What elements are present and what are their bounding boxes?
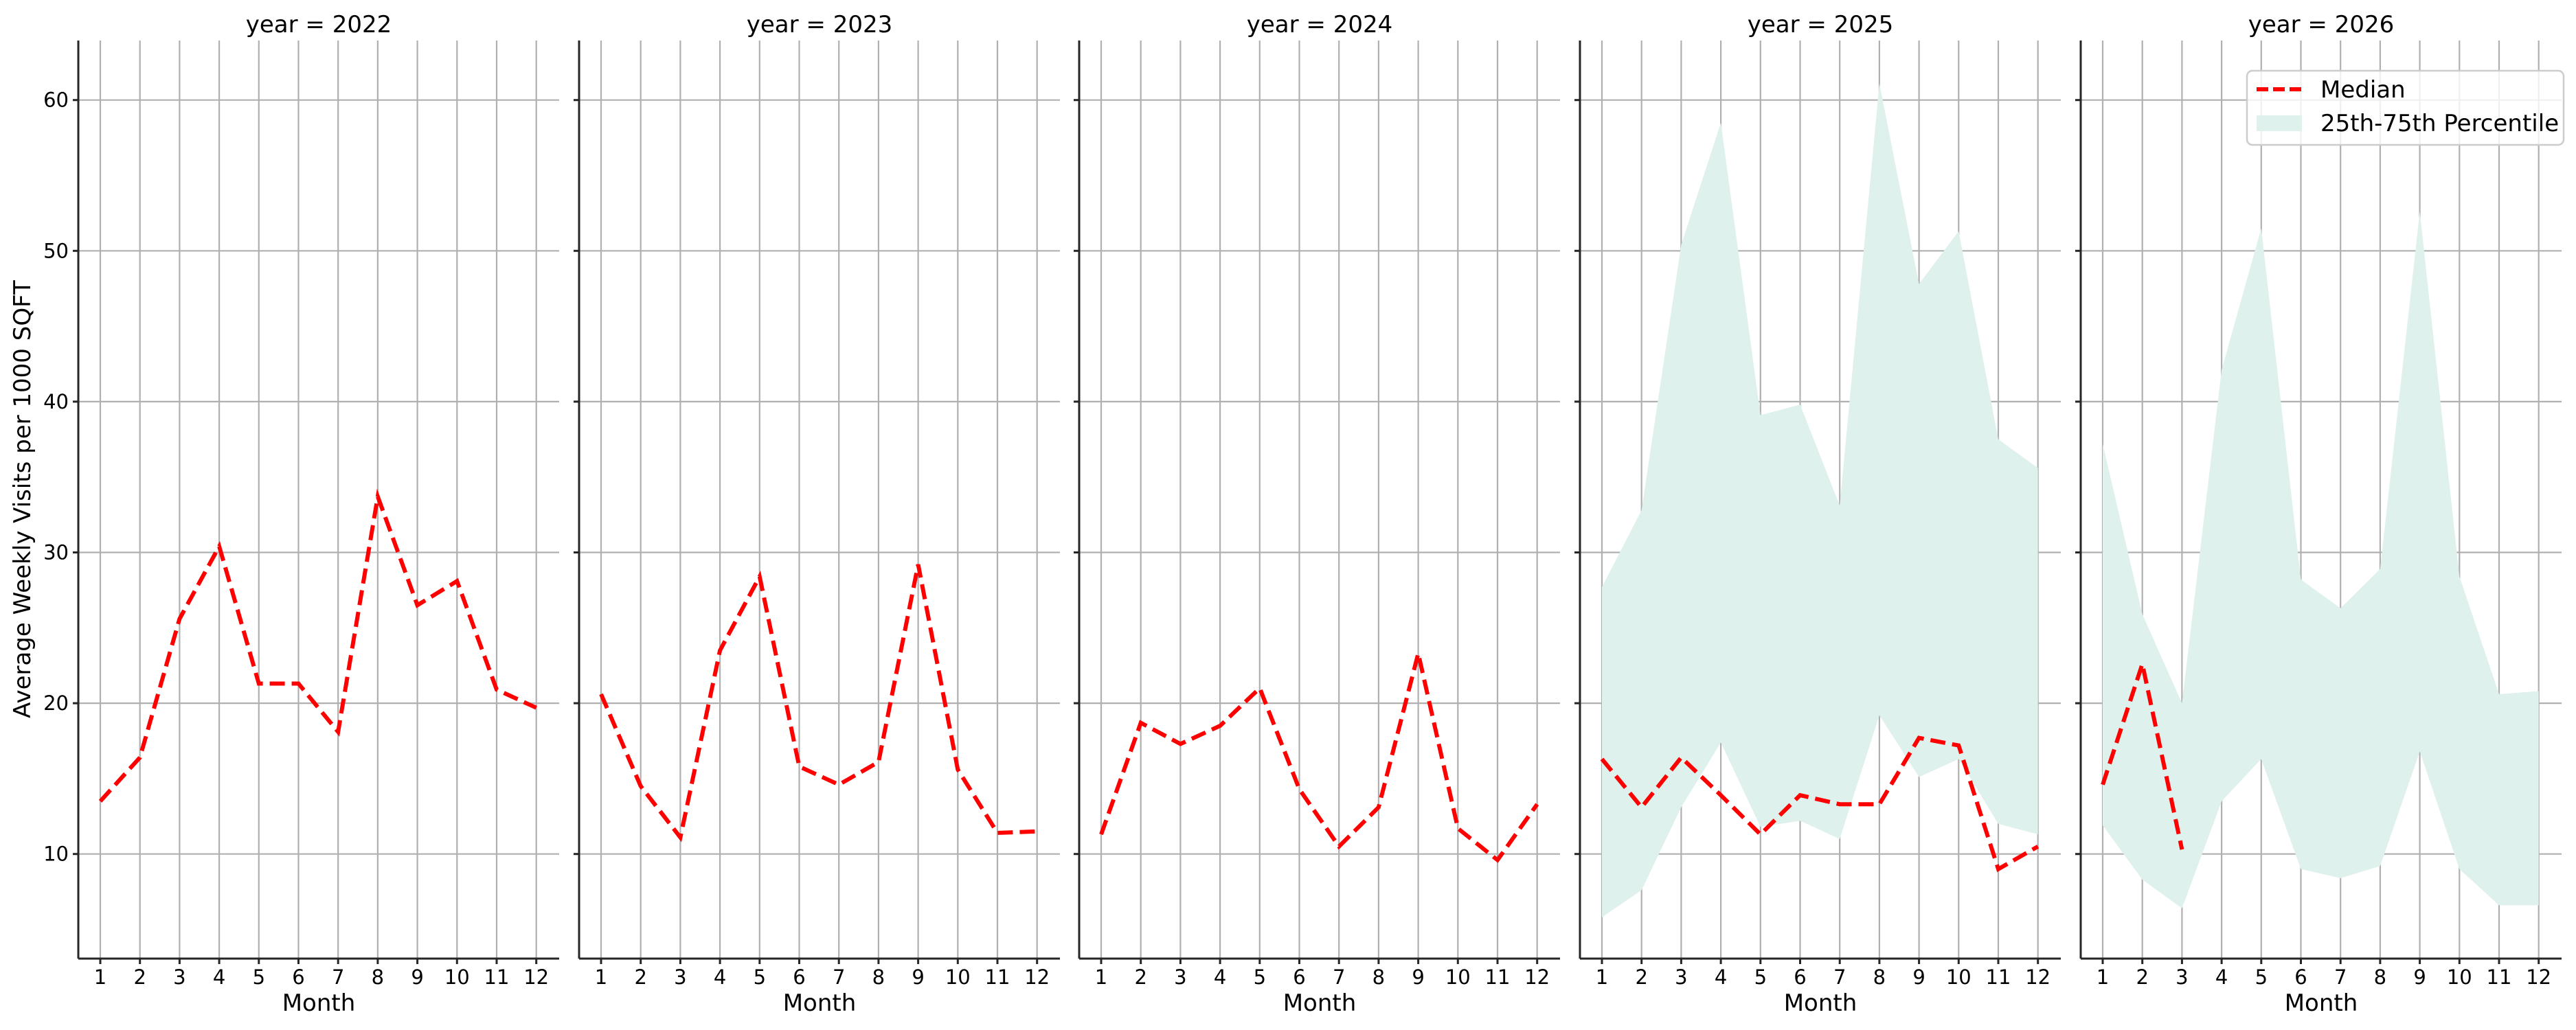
x-tick-label: 1 [595,965,607,989]
x-tick-label: 5 [754,965,766,989]
x-tick-label: 5 [253,965,265,989]
y-tick-label: 30 [43,541,69,564]
y-tick-label: 20 [43,691,69,715]
x-tick-label: 8 [1873,965,1886,989]
y-tick-label: 50 [43,239,69,262]
x-tick-label: 12 [1024,965,1050,989]
x-tick-label: 7 [1833,965,1846,989]
x-tick-label: 3 [173,965,185,989]
x-tick-label: 9 [1912,965,1925,989]
median-line [2101,656,2184,850]
x-tick-label: 3 [2176,965,2188,989]
x-tick-label: 9 [912,965,924,989]
x-tick-label: 4 [714,965,726,989]
x-tick-label: 8 [2374,965,2386,989]
x-axis-label: Month [1283,989,1357,1017]
x-tick-label: 11 [484,965,510,989]
x-tick-label: 9 [2413,965,2426,989]
x-tick-label: 2 [2136,965,2148,989]
median-line [1099,652,1539,863]
x-tick-label: 12 [523,965,549,989]
x-tick-label: 4 [213,965,225,989]
legend-band-swatch-icon [2257,115,2302,131]
x-tick-label: 4 [1715,965,1727,989]
x-axis-label: Month [1784,989,1857,1017]
x-tick-label: 7 [332,965,344,989]
x-tick-label: 10 [2447,965,2472,989]
x-tick-label: 6 [1293,965,1305,989]
x-tick-label: 2 [1134,965,1146,989]
x-tick-label: 4 [2215,965,2228,989]
x-tick-label: 5 [1254,965,1266,989]
x-tick-label: 5 [1754,965,1767,989]
x-tick-label: 2 [133,965,146,989]
x-tick-label: 8 [1372,965,1385,989]
x-tick-label: 6 [793,965,805,989]
x-tick-label: 11 [1485,965,1511,989]
panel-title: year = 2024 [1247,11,1392,38]
legend-median-label: Median [2320,76,2406,104]
x-axis-label: Month [783,989,857,1017]
x-tick-label: 6 [2294,965,2307,989]
x-tick-label: 12 [2025,965,2050,989]
percentile-band [1602,83,2038,917]
percentile-band [2103,211,2539,908]
panel-title: year = 2022 [246,11,392,38]
x-tick-label: 10 [1445,965,1471,989]
x-tick-label: 3 [1675,965,1687,989]
y-axis-label: Average Weekly Visits per 1000 SQFT [9,280,36,718]
x-tick-label: 4 [1214,965,1226,989]
x-tick-label: 7 [2334,965,2347,989]
x-tick-label: 10 [444,965,470,989]
x-tick-label: 12 [2526,965,2551,989]
x-tick-label: 1 [1596,965,1608,989]
x-tick-label: 9 [1412,965,1424,989]
x-tick-label: 3 [674,965,686,989]
median-line [599,564,1037,843]
x-tick-label: 1 [94,965,106,989]
x-axis-label: Month [2285,989,2358,1017]
x-tick-label: 10 [1946,965,1971,989]
x-axis-label: Month [282,989,356,1017]
legend-box [2246,69,2565,146]
panel-title: year = 2025 [1748,11,1893,38]
x-tick-label: 1 [2097,965,2109,989]
x-tick-label: 1 [1095,965,1107,989]
x-tick-label: 3 [1174,965,1186,989]
panel-title: year = 2023 [747,11,892,38]
legend-band-label: 25th-75th Percentile [2320,110,2559,137]
x-tick-label: 12 [1524,965,1550,989]
x-tick-label: 2 [634,965,646,989]
x-tick-label: 8 [872,965,885,989]
x-tick-label: 10 [945,965,971,989]
y-tick-label: 10 [43,843,69,866]
x-tick-label: 11 [985,965,1010,989]
x-tick-label: 8 [372,965,384,989]
panel-title: year = 2026 [2248,11,2394,38]
chart-legend: Median 25th-75th Percentile [2246,69,2565,146]
x-tick-label: 11 [2487,965,2512,989]
x-tick-label: 6 [292,965,304,989]
x-tick-label: 6 [1794,965,1806,989]
y-tick-label: 60 [43,89,69,112]
x-tick-label: 2 [1635,965,1647,989]
x-tick-label: 7 [833,965,845,989]
x-tick-label: 9 [411,965,423,989]
x-tick-label: 5 [2255,965,2268,989]
median-line [98,488,537,803]
median-line [1600,735,2040,873]
y-tick-label: 40 [43,390,69,413]
x-tick-label: 7 [1333,965,1345,989]
x-tick-label: 11 [1986,965,2011,989]
